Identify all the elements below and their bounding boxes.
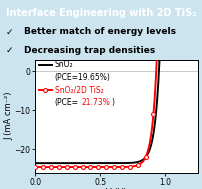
X-axis label: V (V): V (V) bbox=[106, 188, 127, 189]
Text: SnO₂/2D TiS₂: SnO₂/2D TiS₂ bbox=[55, 85, 104, 94]
Text: ): ) bbox=[112, 98, 115, 107]
Text: Decreasing trap densities: Decreasing trap densities bbox=[24, 46, 156, 55]
Y-axis label: J (mA cm⁻²): J (mA cm⁻²) bbox=[4, 92, 13, 140]
Text: 21.73%: 21.73% bbox=[82, 98, 110, 107]
Text: Interface Engineering with 2D TiS₂: Interface Engineering with 2D TiS₂ bbox=[6, 8, 196, 18]
Text: (PCE=: (PCE= bbox=[55, 98, 79, 107]
Text: ✓: ✓ bbox=[6, 27, 14, 36]
Text: ✓: ✓ bbox=[6, 46, 14, 55]
Text: (PCE=19.65%): (PCE=19.65%) bbox=[55, 73, 111, 82]
Text: Better match of energy levels: Better match of energy levels bbox=[24, 27, 176, 36]
Text: SnO₂: SnO₂ bbox=[55, 60, 74, 69]
